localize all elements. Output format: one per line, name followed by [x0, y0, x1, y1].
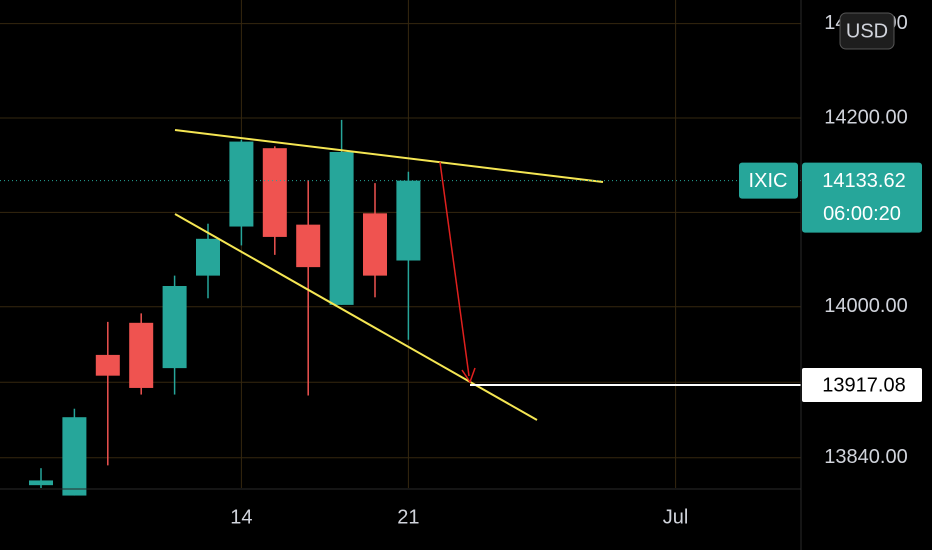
y-tick-label: 14200.00 — [824, 106, 907, 128]
arrow-head — [461, 367, 476, 384]
candles — [29, 119, 421, 496]
y-tick-label: 13840.00 — [824, 446, 907, 468]
currency-badge[interactable] — [839, 12, 895, 50]
candle-body — [229, 141, 254, 227]
price-badge — [802, 162, 922, 233]
currency-label: USD — [846, 20, 888, 42]
candle-body — [162, 286, 187, 369]
countdown-label: 06:00:20 — [823, 203, 901, 225]
arrow-shaft — [439, 161, 470, 377]
x-tick-label: 14 — [230, 506, 252, 528]
candle-body — [62, 417, 87, 496]
symbol-badge — [739, 162, 798, 199]
candle-body — [329, 151, 354, 305]
candle-body — [363, 213, 387, 276]
candle-body — [296, 224, 321, 268]
level-label: 13917.08 — [822, 374, 905, 396]
y-tick-label: 14000.00 — [824, 295, 907, 317]
candle-body — [262, 148, 287, 237]
level-badge — [802, 368, 922, 403]
candle-body — [29, 480, 53, 486]
candle-body — [196, 238, 220, 276]
candle-body — [396, 180, 421, 261]
last-price-label: 14133.62 — [822, 170, 905, 192]
x-tick-label: Jul — [663, 506, 689, 528]
candle-body — [129, 322, 154, 388]
overlay: IXIC 14133.62 06:00:20 13917.08 — [0, 162, 922, 403]
symbol-label: IXIC — [749, 170, 788, 192]
candle-body — [95, 354, 120, 376]
x-tick-label: 21 — [397, 506, 419, 528]
upper-trendline — [174, 129, 604, 183]
